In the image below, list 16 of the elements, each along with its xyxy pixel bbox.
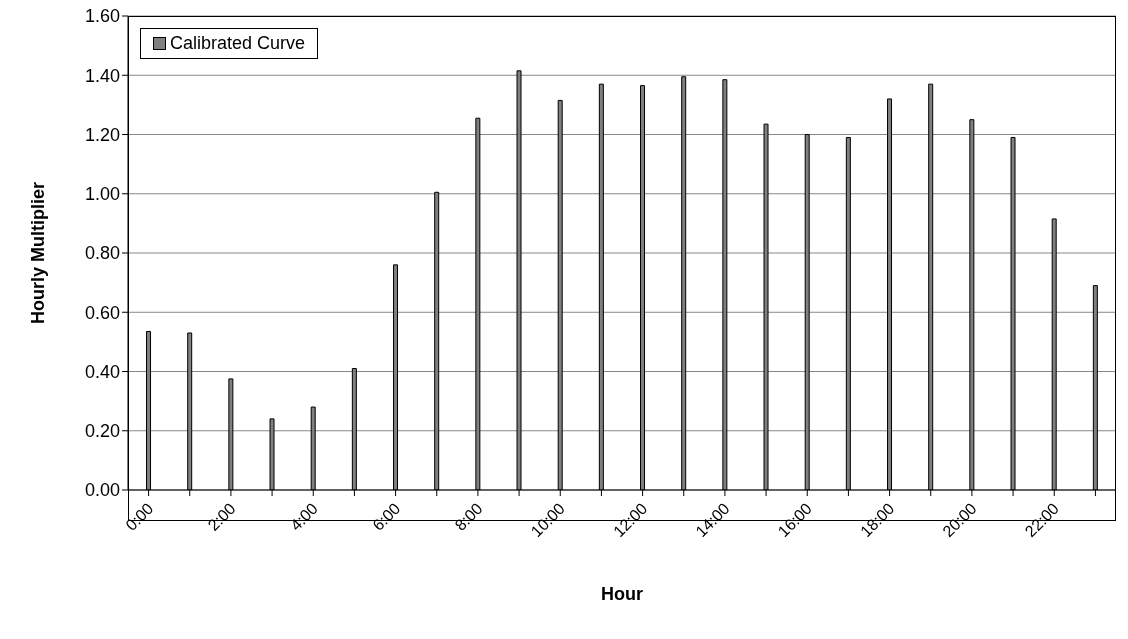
y-tick-label: 0.40	[84, 361, 120, 382]
y-tick-label: 1.00	[84, 184, 120, 205]
y-tick-label: 1.40	[84, 65, 120, 86]
y-axis-title: Hourly Multiplier	[28, 181, 49, 325]
legend-label: Calibrated Curve	[170, 33, 306, 54]
y-tick-label: 1.20	[84, 124, 120, 145]
y-tick-label: 0.20	[84, 421, 120, 442]
y-tick-label: 0.00	[84, 480, 120, 501]
x-axis-title: Hour	[601, 584, 643, 604]
y-tick-label: 1.60	[84, 6, 120, 27]
x-tick-label: 4:00	[286, 499, 322, 534]
x-tick-label: 0:00	[122, 499, 157, 534]
x-tick-label: 6:00	[369, 499, 404, 534]
y-tick-label: 0.60	[84, 302, 120, 323]
y-tick-label: 0.80	[84, 243, 120, 264]
x-tick-label: 8:00	[451, 499, 486, 534]
